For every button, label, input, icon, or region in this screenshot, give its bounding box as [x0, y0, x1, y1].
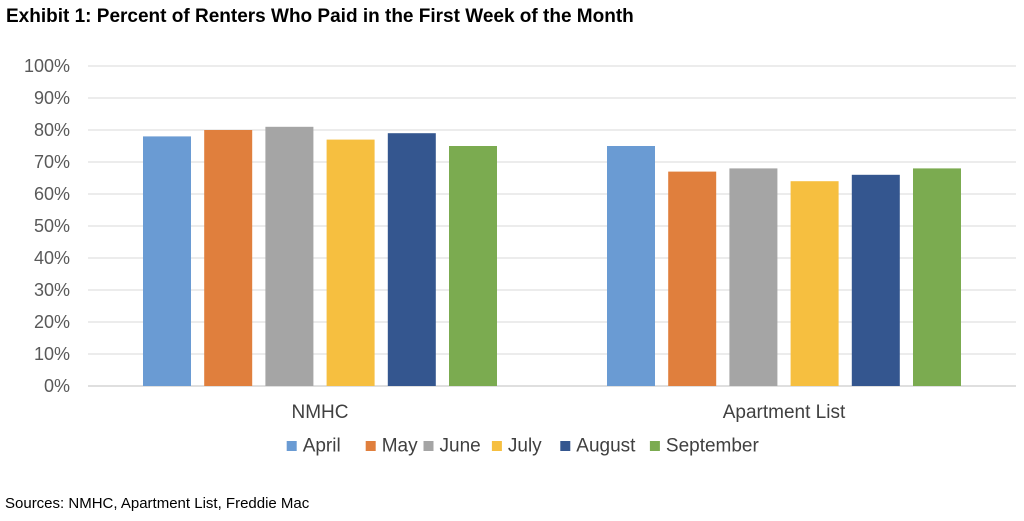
legend-swatch-august	[560, 441, 571, 451]
bar-nmhc-june	[265, 126, 314, 387]
y-tick-label: 0%	[44, 376, 70, 396]
bar-nmhc-may	[204, 130, 253, 386]
y-tick-label: 60%	[34, 184, 70, 204]
x-category-label: Apartment List	[723, 402, 846, 423]
bar-apartment-list-july	[790, 181, 839, 386]
x-category-label: NMHC	[292, 402, 349, 423]
legend-swatch-july	[491, 441, 502, 451]
bar-nmhc-august	[387, 133, 436, 386]
legend-label-june: June	[440, 436, 481, 457]
legend-swatch-may	[365, 441, 376, 451]
legend-label-july: July	[508, 436, 542, 457]
y-tick-label: 50%	[34, 216, 70, 236]
y-axis-tick-labels: 0% 10% 20% 30% 40% 50% 60% 70% 80% 90% 100%	[24, 56, 70, 396]
chart-title: Exhibit 1: Percent of Renters Who Paid i…	[6, 6, 634, 27]
y-tick-label: 30%	[34, 280, 70, 300]
y-tick-label: 20%	[34, 312, 70, 332]
legend-label-september: September	[666, 436, 760, 457]
y-tick-label: 100%	[24, 56, 70, 76]
legend-label-april: April	[303, 436, 341, 457]
bar-nmhc-july	[326, 139, 375, 386]
legend-swatch-june	[423, 441, 434, 451]
bar-nmhc-april	[143, 136, 191, 386]
bar-nmhc-september	[449, 146, 497, 386]
y-tick-label: 80%	[34, 120, 70, 140]
legend: April May June July August September	[286, 436, 760, 457]
bar-apartment-list-august	[851, 174, 900, 386]
x-axis-category-labels: NMHC Apartment List	[292, 402, 846, 423]
bar-apartment-list-june	[729, 168, 778, 386]
legend-label-august: August	[576, 436, 636, 457]
legend-swatch-april	[286, 441, 297, 451]
bar-apartment-list-april	[607, 146, 655, 386]
y-tick-label: 40%	[34, 248, 70, 268]
bars	[143, 126, 961, 387]
y-tick-label: 70%	[34, 152, 70, 172]
y-tick-label: 10%	[34, 344, 70, 364]
source-note: Sources: NMHC, Apartment List, Freddie M…	[5, 495, 310, 512]
bar-apartment-list-may	[668, 171, 717, 386]
bar-apartment-list-september	[913, 168, 961, 386]
legend-swatch-september	[649, 441, 660, 451]
legend-label-may: May	[382, 436, 418, 457]
y-tick-label: 90%	[34, 88, 70, 108]
